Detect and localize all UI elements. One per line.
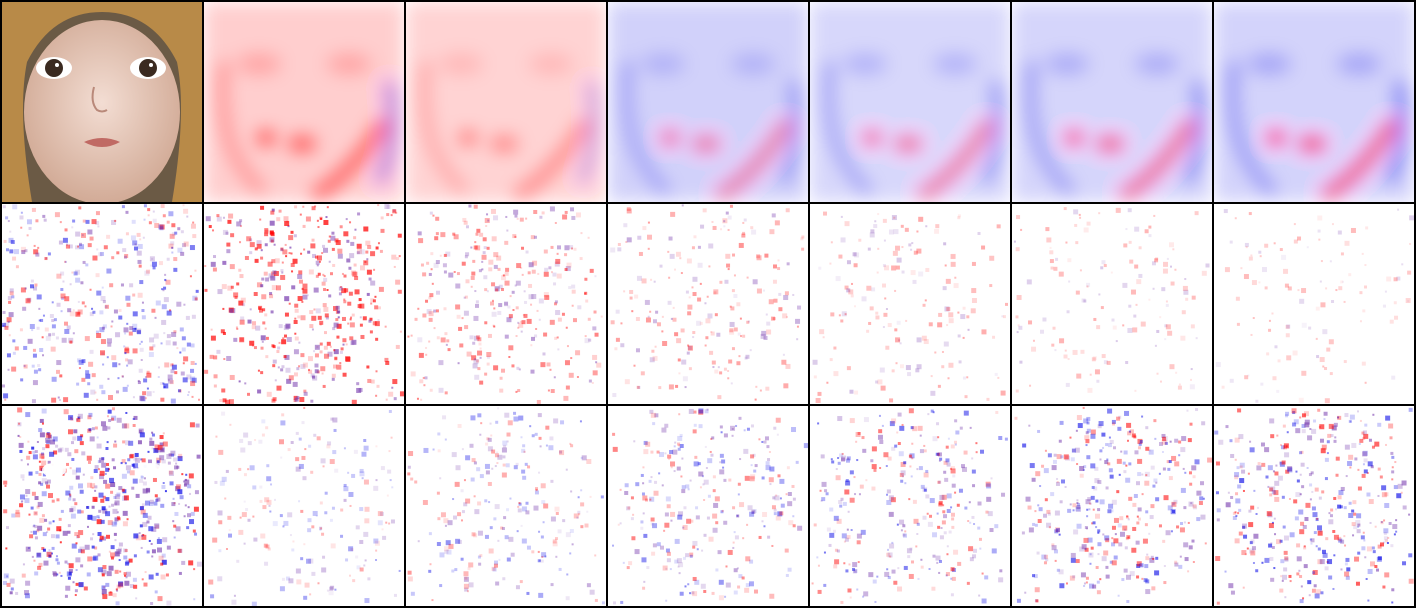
source-photo — [2, 2, 202, 202]
row-3-tile-1 — [2, 406, 202, 606]
heatmap-image — [1214, 2, 1414, 202]
heatmap-image — [608, 204, 808, 404]
row-2-tile-7 — [1214, 204, 1414, 404]
row-1-tile-3 — [406, 2, 606, 202]
heatmap-image — [1012, 2, 1212, 202]
row-3-tile-6 — [1012, 406, 1212, 606]
row-1-tile-7 — [1214, 2, 1414, 202]
heatmap-image — [204, 406, 404, 606]
heatmap-image — [810, 2, 1010, 202]
row-3-tile-4 — [608, 406, 808, 606]
row-2-tile-1 — [2, 204, 202, 404]
row-2-tile-3 — [406, 204, 606, 404]
heatmap-image — [406, 2, 606, 202]
heatmap-image — [1012, 204, 1212, 404]
heatmap-image — [204, 204, 404, 404]
child-face-image — [2, 2, 202, 202]
row-3-tile-5 — [810, 406, 1010, 606]
row-3-tile-2 — [204, 406, 404, 606]
row-3-tile-7 — [1214, 406, 1414, 606]
row-2-tile-2 — [204, 204, 404, 404]
row-2-tile-4 — [608, 204, 808, 404]
heatmap-image — [1214, 204, 1414, 404]
heatmap-image — [2, 204, 202, 404]
row-1-tile-6 — [1012, 2, 1212, 202]
row-2-tile-6 — [1012, 204, 1212, 404]
heatmap-image — [1012, 406, 1212, 606]
heatmap-image — [406, 406, 606, 606]
heatmap-image — [608, 406, 808, 606]
heatmap-image — [204, 2, 404, 202]
heatmap-image — [2, 406, 202, 606]
row-1-tile-2 — [204, 2, 404, 202]
heatmap-image — [1214, 406, 1414, 606]
heatmap-image — [810, 406, 1010, 606]
heatmap-image — [406, 204, 606, 404]
heatmap-image — [608, 2, 808, 202]
heatmap-image — [810, 204, 1010, 404]
row-1-tile-4 — [608, 2, 808, 202]
row-2-tile-5 — [810, 204, 1010, 404]
row-1-tile-5 — [810, 2, 1010, 202]
row-3-tile-3 — [406, 406, 606, 606]
